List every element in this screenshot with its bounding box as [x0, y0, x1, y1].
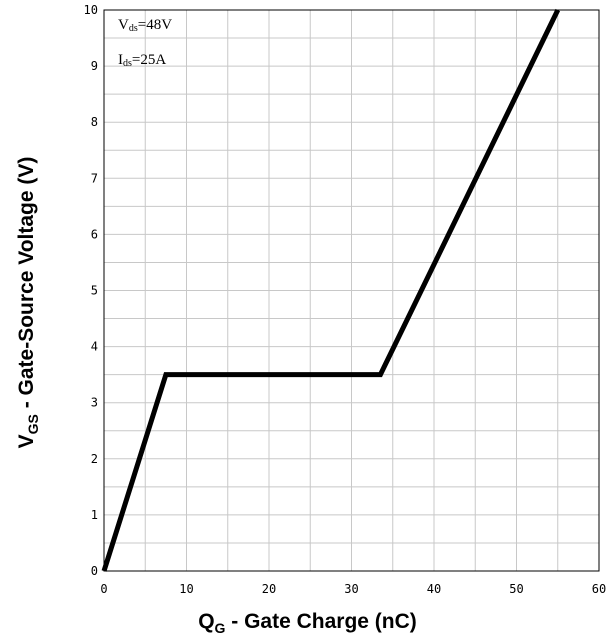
- x-tick-label: 0: [100, 582, 107, 596]
- x-tick-label: 40: [427, 582, 441, 596]
- y-tick-label: 0: [91, 564, 98, 578]
- y-tick-label: 6: [91, 227, 98, 241]
- annotation-vds: Vds=48V: [118, 17, 172, 34]
- x-tick-label: 30: [344, 582, 358, 596]
- y-tick-label: 1: [91, 508, 98, 522]
- grid: [104, 10, 599, 571]
- x-axis-title: QG - Gate Charge (nC): [198, 610, 417, 636]
- y-tick-label: 2: [91, 452, 98, 466]
- x-tick-label: 20: [262, 582, 276, 596]
- y-axis-title: VGS - Gate-Source Voltage (V): [15, 157, 41, 449]
- y-tick-label: 9: [91, 59, 98, 73]
- series-line: [101, 8, 561, 572]
- y-tick-label: 3: [91, 396, 98, 410]
- annotation-ids: Ids=25A: [118, 52, 166, 69]
- x-tick-label: 60: [592, 582, 606, 596]
- x-tick-label: 10: [179, 582, 193, 596]
- y-tick-label: 7: [91, 171, 98, 185]
- x-tick-label: 50: [509, 582, 523, 596]
- y-tick-label: 5: [91, 284, 98, 298]
- plot-frame: [103, 9, 600, 572]
- y-tick-label: 10: [84, 3, 98, 17]
- y-tick-label: 8: [91, 115, 98, 129]
- tick-labels: 0 10 20 30 40 50 60 0 1 2 3 4 5 6 7 8 9 10: [84, 3, 607, 596]
- y-tick-label: 4: [91, 340, 98, 354]
